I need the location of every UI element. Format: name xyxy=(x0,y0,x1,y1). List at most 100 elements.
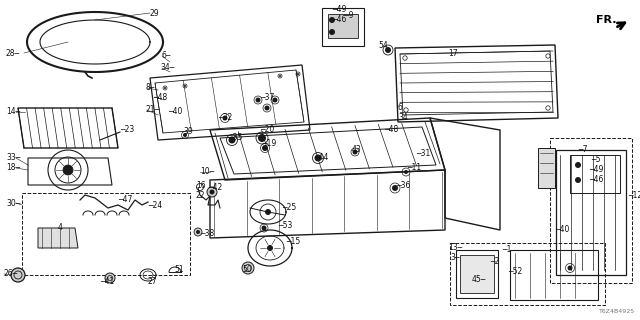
Bar xyxy=(510,250,598,300)
Text: ─49: ─49 xyxy=(589,165,604,174)
Text: ─31: ─31 xyxy=(416,149,430,158)
Circle shape xyxy=(183,133,187,137)
Text: FR.: FR. xyxy=(596,15,616,25)
Text: ─40: ─40 xyxy=(168,107,182,116)
Text: 8─: 8─ xyxy=(145,84,154,92)
Text: 10─: 10─ xyxy=(200,167,214,177)
Text: ─12: ─12 xyxy=(628,190,640,199)
Text: 22: 22 xyxy=(196,191,205,201)
Circle shape xyxy=(209,189,214,195)
Text: ─25: ─25 xyxy=(282,204,296,212)
Circle shape xyxy=(568,266,573,270)
Text: ─40: ─40 xyxy=(555,225,570,234)
Text: 16: 16 xyxy=(196,181,205,190)
Circle shape xyxy=(385,47,391,53)
Circle shape xyxy=(258,134,266,142)
Text: T6Z4B4925: T6Z4B4925 xyxy=(599,309,635,314)
Circle shape xyxy=(353,149,358,155)
Text: 3─: 3─ xyxy=(450,253,460,262)
Circle shape xyxy=(242,262,254,274)
Circle shape xyxy=(279,75,281,77)
Text: ─46: ─46 xyxy=(589,175,604,185)
Text: ─48: ─48 xyxy=(153,92,167,101)
Bar xyxy=(450,243,605,305)
Text: ─20: ─20 xyxy=(260,125,275,134)
Text: 18─: 18─ xyxy=(6,164,20,172)
Circle shape xyxy=(575,162,581,168)
Text: ─46: ─46 xyxy=(332,15,346,25)
Circle shape xyxy=(265,209,271,215)
Polygon shape xyxy=(538,148,555,188)
Circle shape xyxy=(297,73,299,75)
Bar xyxy=(460,255,494,293)
Circle shape xyxy=(207,187,217,197)
Text: 30─: 30─ xyxy=(6,198,20,207)
Bar xyxy=(456,250,498,298)
Text: 43: 43 xyxy=(352,145,362,154)
Circle shape xyxy=(184,85,186,87)
Text: ─38: ─38 xyxy=(200,229,214,238)
Text: 21─: 21─ xyxy=(145,106,159,115)
Bar xyxy=(570,155,620,193)
Circle shape xyxy=(196,230,200,234)
Text: ─47: ─47 xyxy=(118,196,132,204)
Circle shape xyxy=(404,170,408,174)
Text: 17: 17 xyxy=(448,49,458,58)
Text: ─7: ─7 xyxy=(578,146,588,155)
Circle shape xyxy=(314,155,321,162)
Circle shape xyxy=(267,245,273,251)
Polygon shape xyxy=(328,14,358,38)
Text: 6─: 6─ xyxy=(162,52,172,60)
Circle shape xyxy=(262,226,266,230)
Text: ─37: ─37 xyxy=(260,93,275,102)
Circle shape xyxy=(262,145,268,151)
Text: ─2: ─2 xyxy=(490,258,499,267)
Text: ─32: ─32 xyxy=(218,114,232,123)
Circle shape xyxy=(329,17,335,23)
Bar xyxy=(322,8,364,46)
Text: ─44: ─44 xyxy=(314,153,328,162)
Text: 27: 27 xyxy=(148,276,157,285)
Text: 50: 50 xyxy=(242,266,252,275)
Circle shape xyxy=(105,273,115,283)
Text: 14─: 14─ xyxy=(6,108,20,116)
Text: ─52: ─52 xyxy=(508,268,522,276)
Text: ─49: ─49 xyxy=(332,4,346,13)
Text: ─19: ─19 xyxy=(262,140,276,148)
Circle shape xyxy=(223,116,227,121)
Circle shape xyxy=(392,185,398,191)
Circle shape xyxy=(575,177,581,183)
Bar xyxy=(550,138,632,283)
Text: ─36: ─36 xyxy=(396,180,410,189)
Text: 51: 51 xyxy=(174,266,184,275)
Text: ─53: ─53 xyxy=(278,221,292,230)
Text: 26─: 26─ xyxy=(4,269,19,278)
Text: ─48: ─48 xyxy=(384,125,398,134)
Text: 54: 54 xyxy=(378,42,388,51)
Text: 28─: 28─ xyxy=(6,49,20,58)
Text: ─35: ─35 xyxy=(228,133,243,142)
Text: 4: 4 xyxy=(58,223,63,233)
Circle shape xyxy=(255,98,260,102)
Circle shape xyxy=(194,228,202,236)
Text: ─23: ─23 xyxy=(120,125,134,134)
Circle shape xyxy=(273,98,278,102)
Circle shape xyxy=(228,137,236,143)
Text: ─15: ─15 xyxy=(286,237,300,246)
Circle shape xyxy=(264,106,269,110)
Text: ─1: ─1 xyxy=(502,244,511,253)
Bar xyxy=(22,193,190,275)
Text: ─42: ─42 xyxy=(208,183,222,193)
Circle shape xyxy=(63,165,73,175)
Text: ─5: ─5 xyxy=(591,156,600,164)
Text: ─41: ─41 xyxy=(100,276,115,285)
Text: 39: 39 xyxy=(183,127,193,137)
Text: 29: 29 xyxy=(150,9,159,18)
Text: ─11: ─11 xyxy=(407,164,421,172)
Circle shape xyxy=(11,268,25,282)
Text: 34: 34 xyxy=(398,113,408,122)
Circle shape xyxy=(164,87,166,89)
Circle shape xyxy=(329,29,335,35)
Text: ─9: ─9 xyxy=(344,11,353,20)
Text: ─24: ─24 xyxy=(148,202,163,211)
